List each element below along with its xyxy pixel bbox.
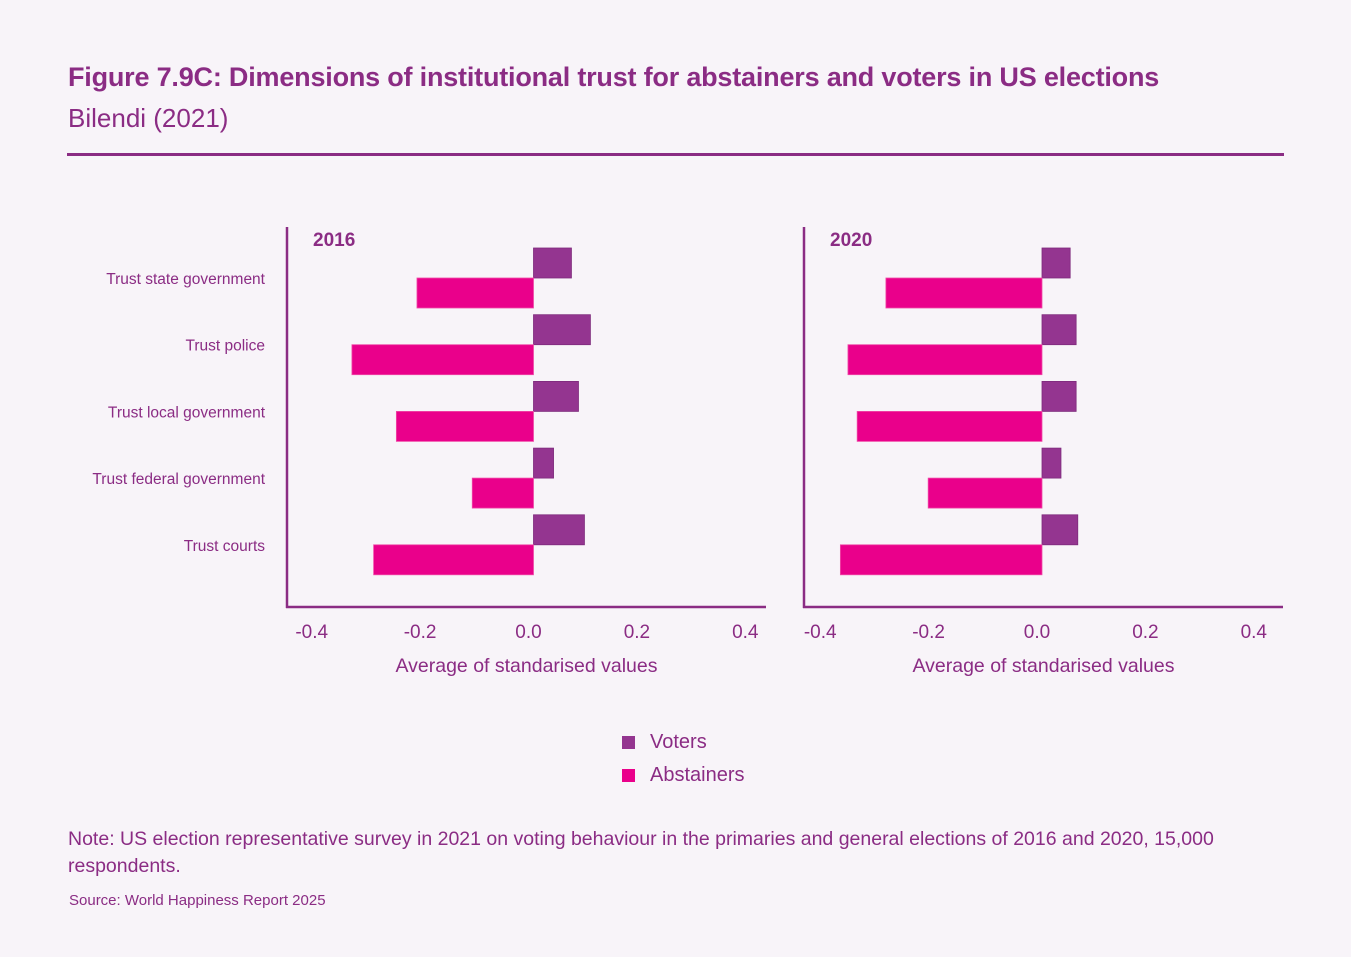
bar-voters xyxy=(533,247,572,279)
x-tick-label: -0.2 xyxy=(912,622,945,643)
bar-abstainers xyxy=(373,544,534,576)
legend-item-voters: Voters xyxy=(622,726,745,759)
legend-swatch-voters xyxy=(622,736,635,749)
category-label: Trust local government xyxy=(108,404,266,421)
bar-voters xyxy=(533,380,579,412)
x-tick-label: -0.4 xyxy=(295,622,328,643)
figure-subtitle: Bilendi (2021) xyxy=(68,103,229,133)
x-axis-title: Average of standarised values xyxy=(396,655,658,677)
x-tick-label: 0.0 xyxy=(1024,622,1050,643)
x-tick-label: 0.4 xyxy=(732,622,759,643)
bar-abstainers xyxy=(847,344,1043,376)
figure-title: Figure 7.9C: Dimensions of institutional… xyxy=(68,62,1160,92)
bar-abstainers xyxy=(416,277,534,309)
x-tick-label: 0.2 xyxy=(1132,622,1158,643)
bar-abstainers xyxy=(395,410,534,442)
category-label: Trust courts xyxy=(184,538,265,555)
category-label: Trust federal government xyxy=(92,471,265,488)
x-tick-label: -0.2 xyxy=(404,622,437,643)
panel-title: 2020 xyxy=(830,230,872,251)
legend-label-abstainers: Abstainers xyxy=(650,764,745,786)
x-tick-label: 0.2 xyxy=(624,622,650,643)
figure-source: Source: World Happiness Report 2025 xyxy=(69,892,326,909)
legend: Voters Abstainers xyxy=(622,726,745,792)
x-tick-label: -0.4 xyxy=(804,622,837,643)
title-divider xyxy=(67,153,1284,156)
bar-abstainers xyxy=(856,410,1043,442)
bar-abstainers xyxy=(839,544,1043,576)
bar-abstainers xyxy=(885,277,1043,309)
figure-note: Note: US election representative survey … xyxy=(68,828,1214,877)
panel-title: 2016 xyxy=(313,230,355,251)
x-tick-label: 0.4 xyxy=(1241,622,1268,643)
x-tick-label: 0.0 xyxy=(515,622,541,643)
bar-voters xyxy=(1041,314,1077,346)
legend-label-voters: Voters xyxy=(650,731,707,753)
bar-voters xyxy=(1041,380,1077,412)
category-label: Trust police xyxy=(185,338,265,355)
bar-abstainers xyxy=(927,477,1043,509)
bar-voters xyxy=(1041,514,1079,546)
bar-voters xyxy=(533,314,591,346)
category-label: Trust state government xyxy=(106,271,265,288)
legend-item-abstainers: Abstainers xyxy=(622,759,745,792)
bar-voters xyxy=(533,514,585,546)
legend-swatch-abstainers xyxy=(622,769,635,782)
bar-abstainers xyxy=(351,344,534,376)
bar-voters xyxy=(1041,447,1062,479)
x-axis-title: Average of standarised values xyxy=(913,655,1175,677)
bar-voters xyxy=(533,447,554,479)
bar-voters xyxy=(1041,247,1071,279)
bar-abstainers xyxy=(471,477,534,509)
